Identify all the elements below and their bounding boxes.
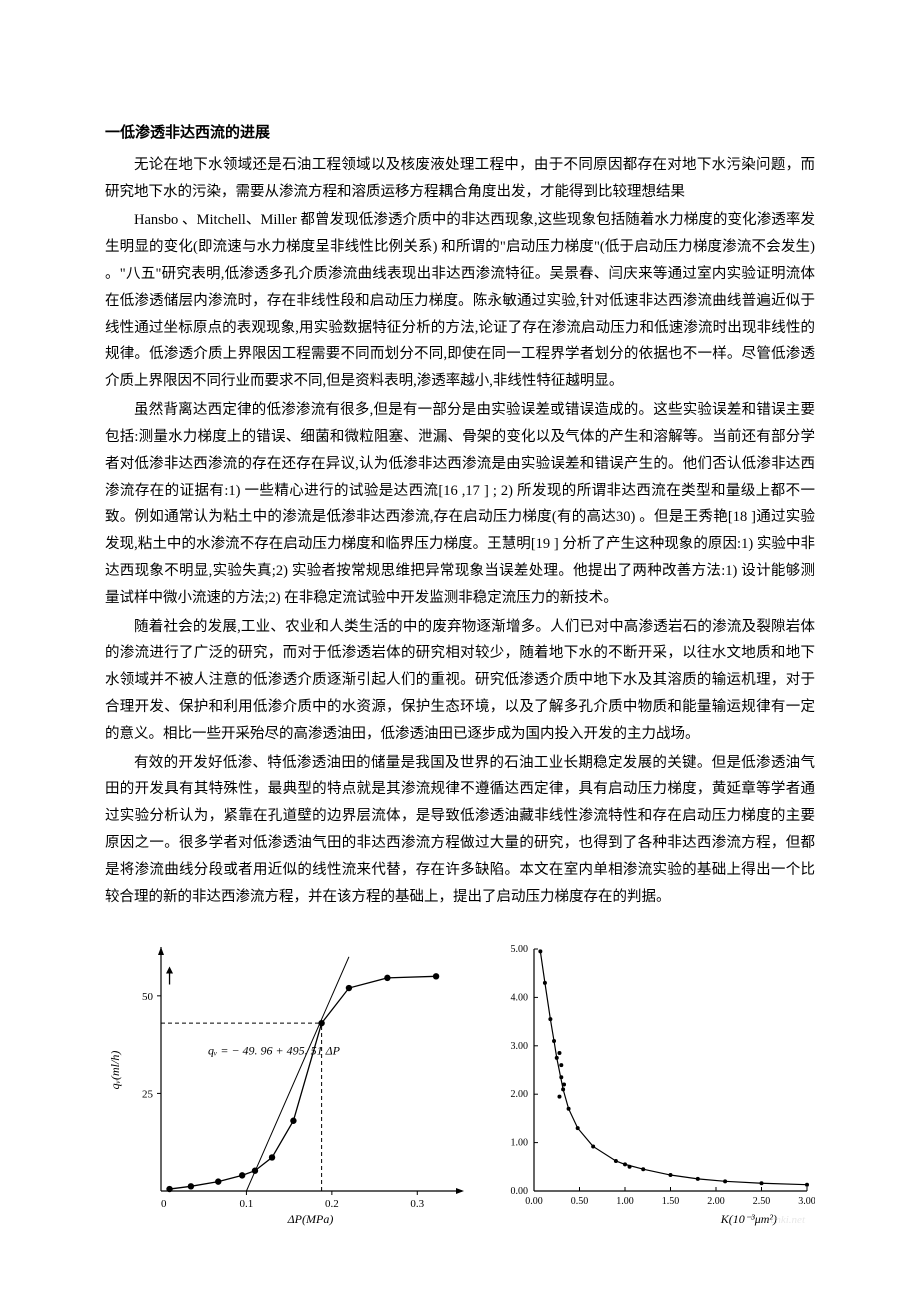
svg-text:0.2: 0.2: [325, 1198, 339, 1210]
svg-text:K(10⁻³μm²): K(10⁻³μm²): [720, 1212, 777, 1226]
svg-text:qᵥ = − 49. 96 + 495. 51 ΔP: qᵥ = − 49. 96 + 495. 51 ΔP: [208, 1043, 341, 1057]
svg-text:2.00: 2.00: [707, 1196, 725, 1207]
svg-text:ΔP(MPa): ΔP(MPa): [287, 1212, 334, 1226]
svg-text:0.1: 0.1: [240, 1198, 254, 1210]
chart-left-container: 0 0.1 0.2 0.3 25 50 ΔP(MPa) qᵥ(ml/h) qᵥ = − 49. …: [105, 939, 470, 1239]
svg-text:0.3: 0.3: [410, 1198, 424, 1210]
paragraph-4: 随着社会的发展,工业、农业和人类生活的中的废弃物逐渐增多。人们已对中高渗透岩石的…: [105, 614, 815, 748]
chart-left: 0 0.1 0.2 0.3 25 50 ΔP(MPa) qᵥ(ml/h) qᵥ = − 49. …: [105, 939, 470, 1229]
svg-text:0: 0: [161, 1198, 167, 1210]
svg-text:qᵥ(ml/h): qᵥ(ml/h): [108, 1050, 122, 1089]
section-title: 一低渗透非达西流的进展: [105, 120, 815, 148]
paragraph-1: 无论在地下水领域还是石油工程领域以及核废液处理工程中，由于不同原因都存在对地下水…: [105, 152, 815, 206]
paragraph-2: Hansbo 、Mitchell、Miller 都曾发现低渗透介质中的非达西现象…: [105, 207, 815, 395]
chart-right: 0.001.002.003.004.005.000.000.501.001.50…: [490, 939, 815, 1229]
svg-text:5.00: 5.00: [511, 944, 529, 955]
svg-text:1.00: 1.00: [511, 1137, 529, 1148]
svg-text:50: 50: [142, 990, 154, 1002]
svg-text:4.00: 4.00: [511, 992, 529, 1003]
svg-text:3.00: 3.00: [511, 1040, 529, 1051]
paragraph-3: 虽然背离达西定律的低渗渗流有很多,但是有一部分是由实验误差或错误造成的。这些实验…: [105, 397, 815, 612]
paragraph-5: 有效的开发好低渗、特低渗透油田的储量是我国及世界的石油工业长期稳定发展的关键。但…: [105, 750, 815, 911]
svg-text:3.00: 3.00: [798, 1196, 815, 1207]
svg-text:25: 25: [142, 1088, 154, 1100]
svg-text:0.50: 0.50: [571, 1196, 589, 1207]
svg-text:0.00: 0.00: [525, 1196, 543, 1207]
svg-text:2.50: 2.50: [753, 1196, 771, 1207]
svg-text:1.50: 1.50: [662, 1196, 680, 1207]
svg-text:2.00: 2.00: [511, 1089, 529, 1100]
svg-text:1.00: 1.00: [616, 1196, 634, 1207]
charts-row: 0 0.1 0.2 0.3 25 50 ΔP(MPa) qᵥ(ml/h) qᵥ = − 49. …: [105, 939, 815, 1239]
chart-right-container: 0.001.002.003.004.005.000.000.501.001.50…: [490, 939, 815, 1239]
